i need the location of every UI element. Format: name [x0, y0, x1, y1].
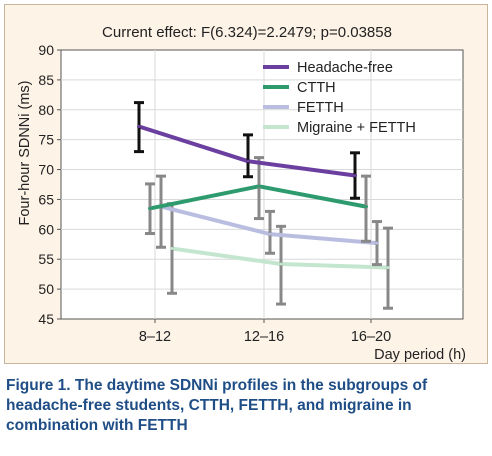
legend-label: FETTH	[297, 100, 344, 116]
figure-caption: Figure 1. The daytime SDNNi profiles in …	[6, 377, 428, 434]
y-tick-label: 55	[38, 251, 54, 267]
y-tick-label: 45	[38, 311, 54, 327]
figure-panel: Current effect: F(6.324)=2.2479; p=0.038…	[4, 4, 488, 364]
legend-label: Migraine + FETTH	[297, 120, 416, 136]
data-point	[246, 159, 250, 163]
x-tick-label: 16–20	[351, 329, 391, 345]
legend-label: Headache-free	[297, 60, 393, 76]
x-tick-label: 12–16	[244, 329, 284, 345]
y-tick-label: 75	[38, 132, 54, 148]
y-tick-label: 60	[38, 221, 54, 237]
x-axis-label: Day period (h)	[374, 347, 466, 363]
line-chart: Current effect: F(6.324)=2.2479; p=0.038…	[17, 24, 466, 363]
y-tick-label: 50	[38, 281, 54, 297]
x-tick-label: 8–12	[139, 329, 171, 345]
data-point	[364, 205, 368, 209]
legend-label: CTTH	[297, 80, 336, 96]
plot-area	[60, 49, 464, 320]
y-tick-label: 85	[38, 72, 54, 88]
y-axis-label: Four-hour SDNNi (ms)	[17, 80, 33, 225]
data-point	[279, 262, 283, 266]
y-tick-label: 90	[38, 42, 54, 58]
data-point	[268, 232, 272, 236]
data-point	[257, 184, 261, 188]
chart-title: Current effect: F(6.324)=2.2479; p=0.038…	[102, 24, 392, 41]
data-point	[137, 125, 141, 129]
y-tick-label: 70	[38, 162, 54, 178]
data-point	[353, 174, 357, 178]
data-point	[386, 266, 390, 270]
data-point	[375, 241, 379, 245]
y-tick-label: 80	[38, 102, 54, 118]
data-point	[148, 206, 152, 210]
y-tick-label: 65	[38, 191, 54, 207]
data-point	[170, 246, 174, 250]
